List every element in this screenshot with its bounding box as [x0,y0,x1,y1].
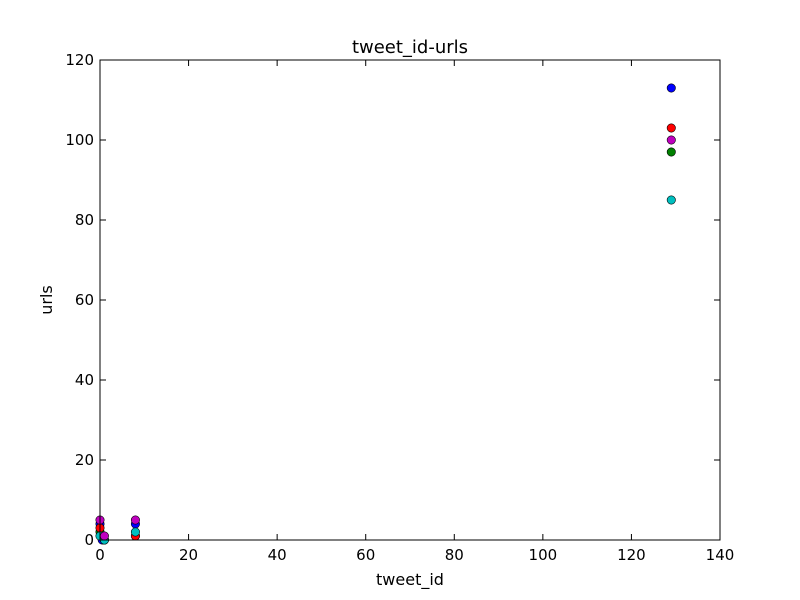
y-tick-label: 40 [75,371,94,389]
chart-title: tweet_id-urls [352,37,468,58]
x-tick-label: 40 [268,546,287,564]
x-tick-label: 0 [95,546,105,564]
data-point [130,527,140,537]
data-point [666,135,676,145]
data-point [666,147,676,157]
data-points [95,83,676,545]
data-point [130,515,140,525]
x-tick-label: 80 [445,546,464,564]
x-tick-label: 60 [356,546,375,564]
tick-labels: 0 20 40 60 80 100 120 140 0 20 40 60 80 100 120 [65,51,734,564]
y-tick-label: 60 [75,291,94,309]
x-tick-label: 20 [179,546,198,564]
x-tick-label: 120 [617,546,646,564]
data-point [666,83,676,93]
data-point [666,195,676,205]
y-tick-label: 120 [65,51,94,69]
y-tick-label: 20 [75,451,94,469]
y-tick-label: 0 [84,531,94,549]
y-tick-label: 100 [65,131,94,149]
x-axis-label: tweet_id [376,570,444,590]
x-tick-label: 100 [529,546,558,564]
x-tick-label: 140 [706,546,735,564]
data-point [666,123,676,133]
axis-ticks [99,59,721,541]
y-axis-label: urls [37,285,56,315]
y-tick-label: 80 [75,211,94,229]
plot-frame [99,59,721,541]
data-point [99,531,109,541]
